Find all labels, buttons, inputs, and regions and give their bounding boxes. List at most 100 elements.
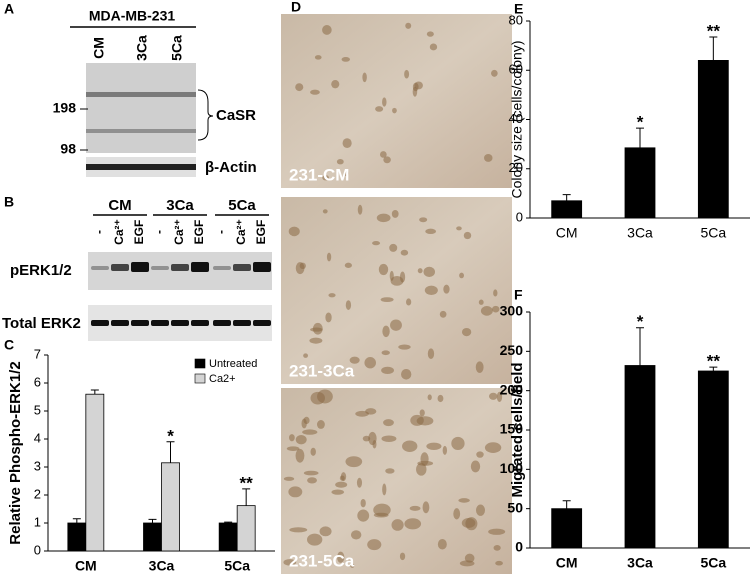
cell [437,394,444,403]
cell [283,559,297,566]
y-axis-label: Migrated cells/field [509,362,526,497]
band [131,262,149,272]
panel-label: A [4,1,14,17]
cell [303,470,319,476]
band-label: pERK1/2 [10,262,72,279]
cell [427,394,432,401]
cell [381,435,397,443]
image-label: 231-3Ca [289,361,355,380]
error-bar [90,389,99,395]
bar [551,508,583,549]
cell [339,475,345,481]
cell [429,43,438,51]
cell [331,489,345,495]
cell [495,560,503,566]
cell [488,528,506,535]
band-label: CaSR [216,107,256,124]
annotation: ** [240,473,254,492]
bar [624,365,656,549]
cell [382,97,387,107]
x-tick-label: 3Ca [627,555,653,571]
lane-groups: CM - Ca²⁺ EGF 3Ca - Ca²⁺ EGF 5Ca - Ca²⁺ EGF [92,197,269,245]
y-axis-label: Colony size (cells/colony) [509,41,525,199]
cell [392,107,397,114]
cell [364,357,376,369]
cell [423,266,436,278]
cell [302,429,318,435]
x-tick-label: CM [75,558,97,574]
cell [307,533,323,546]
cell [480,306,493,316]
cell [344,262,352,268]
cell [390,319,402,331]
error-bar [636,327,644,366]
cell [491,69,498,77]
cell [404,518,422,530]
cell [383,156,391,164]
band-label: Total ERK2 [2,315,81,332]
micrograph [281,14,512,188]
cell [439,310,447,318]
bar [143,522,162,552]
cell [356,477,363,488]
cell [301,418,307,429]
cell [314,55,322,60]
cell [335,481,348,488]
micrographs: 231-CM 231-3Ca 231-5Ca [281,14,512,574]
cell [375,106,384,112]
y-axis-label: Relative Phospho-ERK1/2 [7,361,24,544]
cell [373,512,389,518]
cell [289,527,308,533]
cell [425,228,437,235]
lane-label: Ca²⁺ [112,219,126,245]
cell [288,226,300,237]
cell [464,553,475,563]
cell [355,410,369,417]
cell [476,451,484,458]
cell [484,154,493,162]
image-label: 231-CM [289,165,349,184]
lane-label: Ca²⁺ [234,219,248,245]
lane-label: EGF [132,220,146,245]
cell [404,69,410,79]
cell [391,209,399,218]
cell [307,477,317,484]
lane-label: Ca²⁺ [172,219,186,245]
cell [414,81,423,90]
cell [322,175,329,181]
cell [310,89,320,95]
lane-label: 5Ca [169,35,185,61]
band [131,320,149,326]
cell [368,431,377,446]
legend-label: Untreated [209,358,257,370]
cell [319,526,332,537]
legend-label: Ca2+ [209,373,236,385]
group-label: 5Ca [228,197,256,214]
micrograph [281,197,512,384]
cell [493,545,501,551]
x-tick-label: 5Ca [700,225,726,241]
y-tick-label: 60 [509,62,523,77]
cell [426,442,442,450]
cell [391,519,404,531]
bar [67,522,87,552]
cell [381,366,394,375]
cell [342,138,352,149]
cell [400,249,409,256]
cell [492,305,500,313]
cell [382,483,387,496]
lane-label: - [152,230,166,234]
cell [459,272,464,279]
band [253,320,271,326]
x-tick-label: CM [556,225,578,241]
cell [336,158,344,165]
cell [367,539,382,551]
cell [295,262,305,275]
cell [489,392,498,400]
bracket [197,89,214,141]
cell [389,243,398,252]
cell [416,463,427,476]
cell [385,468,395,474]
x-tick-label: 5Ca [700,555,726,571]
